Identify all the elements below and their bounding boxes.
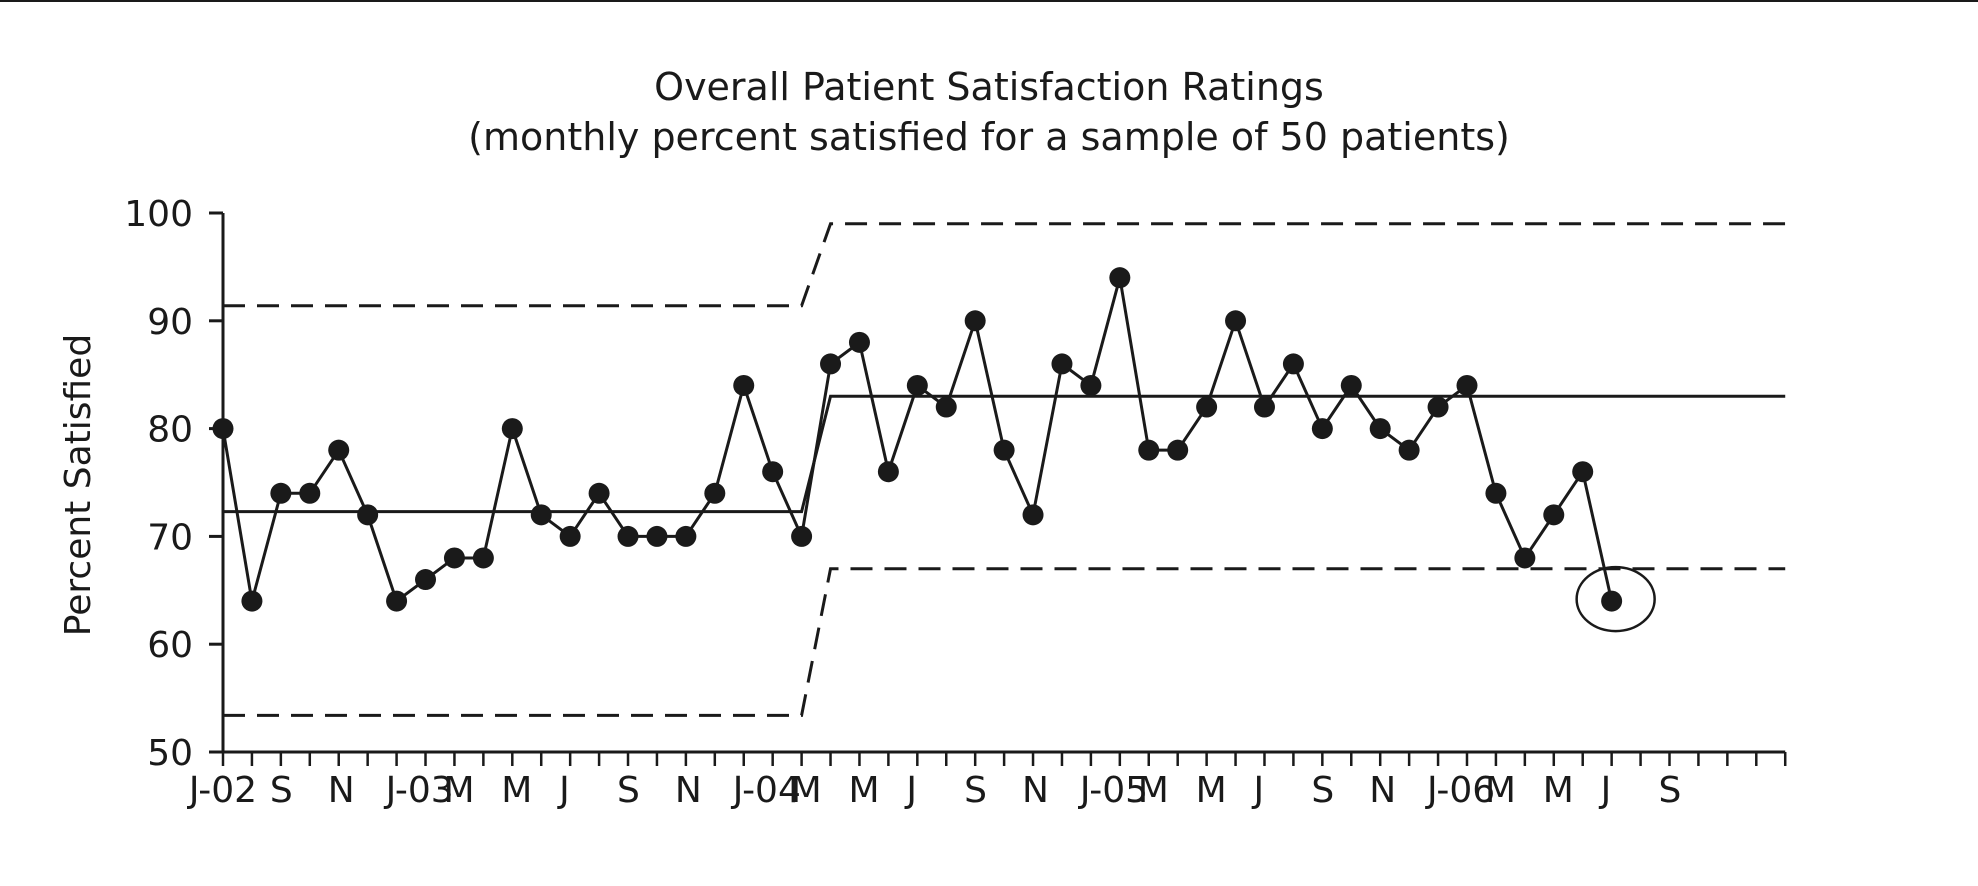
data-point xyxy=(1427,396,1449,418)
x-tick-label: J-06 xyxy=(1425,770,1495,811)
data-point xyxy=(1282,353,1304,375)
data-point xyxy=(270,482,292,504)
chart-title: Overall Patient Satisfaction Ratings xyxy=(654,65,1324,109)
highlight-circle xyxy=(1575,565,1656,633)
data-point xyxy=(1340,374,1362,396)
x-tick-label: S xyxy=(1311,770,1334,811)
x-tick-label: J-02 xyxy=(187,770,257,811)
y-tick-label: 60 xyxy=(147,625,193,666)
data-point xyxy=(791,525,813,547)
chart-subtitle: (monthly percent satisfied for a sample … xyxy=(468,115,1510,159)
x-tick-label: J-04 xyxy=(731,770,801,811)
x-tick-label: M xyxy=(1196,770,1227,811)
x-tick-label: M xyxy=(1485,770,1516,811)
data-point xyxy=(212,418,234,440)
x-tick-label: M xyxy=(443,770,474,811)
data-point xyxy=(848,331,870,353)
data-point xyxy=(1601,590,1623,612)
data-point xyxy=(357,504,379,526)
data-point xyxy=(588,482,610,504)
x-tick-label: S xyxy=(617,770,640,811)
data-point xyxy=(820,353,842,375)
data-series xyxy=(212,267,1656,633)
data-point xyxy=(1167,439,1189,461)
top-border-rule xyxy=(0,0,1978,2)
x-tick-label: J xyxy=(1599,770,1612,811)
lower-control-limit xyxy=(223,567,1786,717)
data-point xyxy=(1253,396,1275,418)
x-tick-label: J xyxy=(1251,770,1264,811)
upper-control-limit xyxy=(223,222,1786,308)
control-limits xyxy=(223,222,1786,717)
x-tick-label: S xyxy=(270,770,293,811)
y-tick-label: 100 xyxy=(124,194,193,235)
data-point xyxy=(328,439,350,461)
x-tick-label: M xyxy=(1138,770,1169,811)
data-point xyxy=(1485,482,1507,504)
data-point xyxy=(472,547,494,569)
data-point xyxy=(1398,439,1420,461)
data-point xyxy=(1051,353,1073,375)
data-point xyxy=(935,396,957,418)
x-tick-label: S xyxy=(1659,770,1682,811)
x-tick-label: J xyxy=(904,770,917,811)
x-tick-label: J-05 xyxy=(1078,770,1148,811)
x-tick-label: N xyxy=(1022,770,1049,811)
y-tick-label: 70 xyxy=(147,517,193,558)
data-point xyxy=(1514,547,1536,569)
x-tick-label: M xyxy=(1543,770,1574,811)
data-point xyxy=(1022,504,1044,526)
data-point xyxy=(646,525,668,547)
data-point xyxy=(733,374,755,396)
x-tick-label: M xyxy=(848,770,879,811)
data-point xyxy=(501,418,523,440)
data-point xyxy=(299,482,321,504)
x-tick-label: M xyxy=(501,770,532,811)
data-point xyxy=(993,439,1015,461)
y-tick-label: 90 xyxy=(147,302,193,343)
y-tick-label: 80 xyxy=(147,410,193,451)
data-point xyxy=(1138,439,1160,461)
data-point xyxy=(1543,504,1565,526)
data-point xyxy=(762,461,784,483)
data-point xyxy=(1225,310,1247,332)
x-tick-label: N xyxy=(1369,770,1396,811)
data-point xyxy=(1456,374,1478,396)
data-point xyxy=(415,569,437,591)
data-point xyxy=(241,590,263,612)
x-tick-label: M xyxy=(791,770,822,811)
data-point xyxy=(1109,267,1131,289)
series-line xyxy=(221,277,1614,604)
data-point xyxy=(1196,396,1218,418)
x-tick-label: S xyxy=(964,770,987,811)
data-point xyxy=(1369,418,1391,440)
data-point xyxy=(675,525,697,547)
x-tick-label: J-03 xyxy=(384,770,454,811)
x-tick-label: N xyxy=(675,770,702,811)
data-point xyxy=(530,504,552,526)
data-point xyxy=(443,547,465,569)
data-point xyxy=(1080,374,1102,396)
data-point xyxy=(704,482,726,504)
data-point xyxy=(386,590,408,612)
y-tick-label: 50 xyxy=(147,733,193,774)
data-point xyxy=(877,461,899,483)
data-point xyxy=(559,525,581,547)
data-point xyxy=(906,374,928,396)
data-point xyxy=(1572,461,1594,483)
y-axis-label: Percent Satisfied xyxy=(58,334,99,636)
x-tick-label: J xyxy=(557,770,570,811)
x-tick-label: N xyxy=(328,770,355,811)
data-point xyxy=(617,525,639,547)
data-point xyxy=(964,310,986,332)
data-point xyxy=(1311,418,1333,440)
